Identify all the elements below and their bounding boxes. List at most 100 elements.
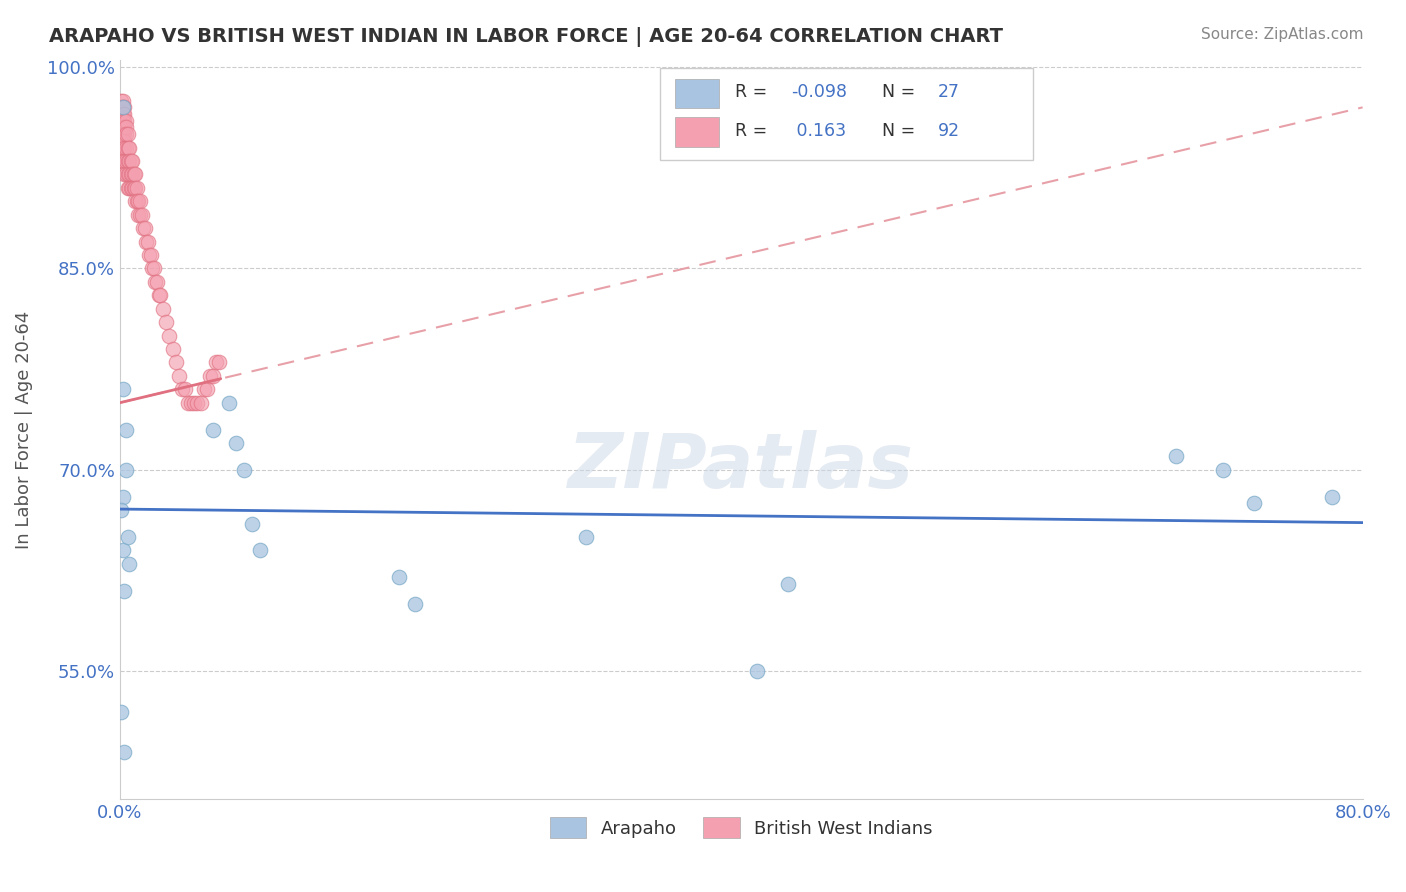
Point [190,396,212,410]
Point [127,194,149,209]
FancyBboxPatch shape [661,68,1033,160]
Point [118,168,141,182]
Text: 92: 92 [938,121,960,139]
Point [115,423,138,437]
Point [111,147,134,161]
Point [111,100,134,114]
Point [111,113,134,128]
Point [776,577,799,591]
Point [110,141,132,155]
Point [120,154,142,169]
Point [115,141,138,155]
Point [110,127,132,141]
Point [136,235,159,249]
Point [115,168,138,182]
Point [201,423,224,437]
Point [132,221,155,235]
Point [112,134,135,148]
Point [110,107,132,121]
Point [112,100,135,114]
Point [249,543,271,558]
Point [162,342,184,356]
Point [139,248,162,262]
Point [121,154,143,169]
Point [110,120,132,135]
Point [135,235,157,249]
Bar [675,78,718,108]
Point [117,530,139,544]
Point [124,194,146,209]
Point [110,147,132,161]
Point [125,194,148,209]
Point [120,168,142,182]
Point [125,181,148,195]
Point [115,127,138,141]
Point [110,113,132,128]
Text: N =: N = [882,121,921,139]
Point [205,355,228,369]
Point [186,396,208,410]
Point [193,382,215,396]
Point [111,107,134,121]
Point [121,168,143,182]
Point [110,100,132,114]
Point [115,154,138,169]
Point [183,396,205,410]
Point [124,181,146,195]
Point [122,181,145,195]
Point [195,382,218,396]
Point [112,107,135,121]
Point [118,557,141,571]
Point [225,436,247,450]
Point [208,355,231,369]
Point [112,583,135,598]
Point [131,208,153,222]
Point [148,288,170,302]
Point [1212,463,1234,477]
Point [138,248,160,262]
Point [129,194,152,209]
Point [388,570,411,584]
Point [146,275,169,289]
Point [1320,490,1343,504]
Point [170,382,193,396]
Point [117,168,139,182]
Point [201,368,224,383]
Point [233,463,256,477]
Point [110,94,132,108]
Point [198,368,221,383]
Point [149,288,172,302]
Point [112,745,135,759]
Point [112,141,135,155]
Point [111,127,134,141]
Point [159,328,181,343]
Point [111,382,134,396]
Text: -0.098: -0.098 [792,83,846,101]
Point [112,168,135,182]
Point [122,168,145,182]
Point [117,154,139,169]
Point [110,503,132,517]
Point [115,463,138,477]
Text: Source: ZipAtlas.com: Source: ZipAtlas.com [1201,27,1364,42]
Point [165,355,187,369]
Point [1243,496,1265,510]
Point [121,181,143,195]
Point [110,154,132,169]
Point [177,396,200,410]
Point [155,315,177,329]
Y-axis label: In Labor Force | Age 20-64: In Labor Force | Age 20-64 [15,310,32,549]
Point [111,543,134,558]
Point [118,154,141,169]
Point [124,168,146,182]
Point [111,141,134,155]
Point [111,100,134,114]
Point [111,134,134,148]
Point [145,275,167,289]
Text: R =: R = [735,83,773,101]
Legend: Arapaho, British West Indians: Arapaho, British West Indians [543,810,939,846]
Point [110,705,132,719]
Text: R =: R = [735,121,773,139]
Text: 27: 27 [938,83,959,101]
Point [141,261,163,276]
